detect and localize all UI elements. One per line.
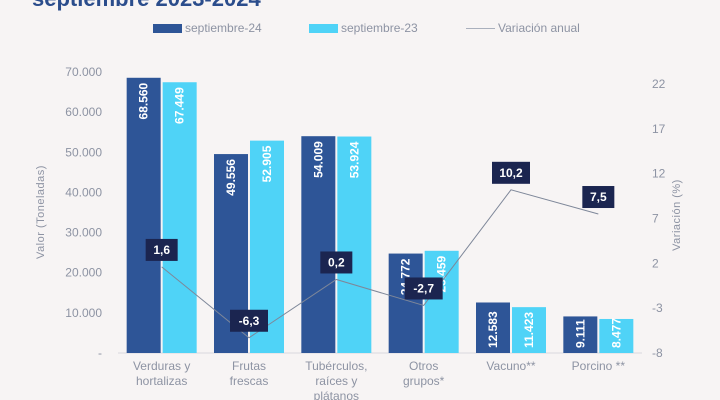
legend-label: Variación anual: [498, 21, 580, 35]
bar-data-label: 67.449: [173, 87, 187, 124]
variation-label-box: [404, 277, 443, 300]
bar-septiembre-24: [476, 302, 510, 353]
y2-tick-label: -3: [652, 301, 663, 315]
bar-septiembre-23: [512, 307, 546, 353]
category-label: Vacuno**: [486, 359, 535, 373]
category-label: Frutas: [232, 359, 266, 373]
bar-septiembre-23: [162, 82, 197, 353]
y2-axis-title: Variación (%): [671, 179, 683, 251]
variation-label-box: [145, 238, 178, 261]
bar-data-label: 8.477: [609, 318, 623, 348]
category-label: raíces y: [315, 374, 357, 388]
y-tick-label: 70.000: [65, 65, 102, 79]
variation-label: 0,2: [328, 255, 345, 269]
y-tick-label: 20.000: [65, 266, 102, 280]
legend-label: septiembre-24: [185, 21, 262, 35]
y2-tick-label: 12: [652, 167, 666, 181]
variation-label: 10,2: [499, 166, 523, 180]
legend-item-variacion: Variación anual: [466, 21, 580, 35]
variation-label: -2,7: [413, 281, 434, 295]
category-label: frescas: [230, 374, 269, 388]
category-label: Verduras y: [133, 359, 190, 373]
legend-label: septiembre-23: [341, 21, 418, 35]
category-label: grupos*: [403, 374, 445, 388]
bar-septiembre-23: [337, 136, 372, 353]
category-label: hortalizas: [136, 374, 187, 388]
category-label: Porcino **: [572, 359, 626, 373]
y-tick-label: 30.000: [65, 226, 102, 240]
bar-septiembre-24: [126, 77, 161, 353]
legend-swatch: [309, 23, 338, 33]
bar-septiembre-24: [563, 316, 598, 353]
y-axis-title: Valor (Toneladas): [35, 165, 47, 259]
legend-line: [466, 27, 495, 29]
variation-label-box: [320, 251, 353, 274]
category-label: Otros: [409, 359, 438, 373]
legend-swatch: [153, 23, 182, 33]
bar-data-label: 54.009: [311, 141, 325, 178]
bar-septiembre-23: [599, 318, 634, 353]
bar-septiembre-24: [301, 136, 336, 353]
bar-data-label: 68.560: [137, 82, 151, 119]
legend-item-sep23: septiembre-23: [309, 21, 418, 35]
y-tick-label: 60.000: [65, 105, 102, 119]
y-tick-label: 40.000: [65, 185, 102, 199]
variation-label: -6,3: [239, 314, 260, 328]
bar-septiembre-23: [424, 250, 459, 353]
chart-title: septiembre 2023-2024: [32, 0, 261, 12]
variation-label-box: [230, 309, 268, 332]
bar-data-label: 9.111: [573, 319, 587, 348]
y2-tick-label: 22: [652, 77, 666, 91]
y2-tick-label: 2: [652, 256, 659, 270]
bar-data-label: 11.423: [522, 312, 536, 348]
y-tick-label: 10.000: [65, 306, 102, 320]
category-label: Tubérculos,: [305, 359, 367, 373]
bar-data-label: 53.924: [347, 141, 361, 178]
category-label: plátanos: [314, 389, 359, 400]
bar-data-label: 52.905: [260, 145, 274, 182]
variation-label-box: [492, 161, 530, 184]
bar-data-label: 49.556: [224, 159, 238, 196]
variation-label: 7,5: [590, 190, 607, 204]
y2-tick-label: 17: [652, 122, 666, 136]
y2-tick-label: 7: [652, 212, 659, 226]
bar-data-label: 12.583: [486, 311, 500, 348]
y2-tick-label: -8: [652, 346, 663, 360]
y-tick-label: -: [98, 346, 102, 360]
variation-label: 1,6: [153, 243, 170, 257]
y-tick-label: 50.000: [65, 145, 102, 159]
variation-label-box: [582, 186, 615, 209]
legend-item-sep24: septiembre-24: [153, 21, 262, 35]
